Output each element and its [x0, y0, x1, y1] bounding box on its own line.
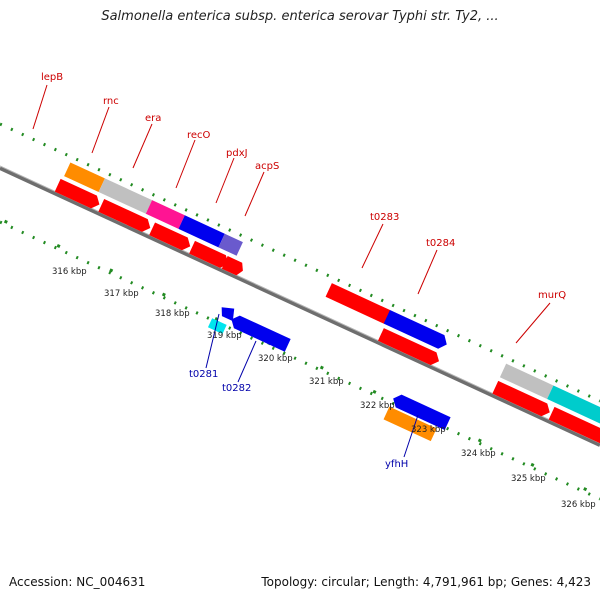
- kbp-label-326: 326 kbp: [561, 500, 596, 510]
- gene-red-2: [54, 178, 100, 209]
- accession-text: Accession: NC_004631: [9, 575, 146, 589]
- page-title: Salmonella enterica subsp. enterica sero…: [101, 9, 499, 24]
- gene-acpS: [218, 233, 243, 256]
- label-t0283: t0283: [370, 212, 399, 223]
- topology-text: Topology: circular; Length: 4,791,961 bp…: [261, 575, 591, 589]
- label-t0284: t0284: [426, 238, 455, 249]
- label-lepB: lepB: [41, 72, 63, 83]
- kbp-label-322: 322 kbp: [360, 401, 395, 411]
- gene-red-5: [189, 240, 229, 268]
- gene-t0284: [383, 309, 447, 349]
- kbp-label-324: 324 kbp: [461, 449, 496, 459]
- kbp-label-321: 321 kbp: [309, 377, 344, 387]
- gene-yfhH-blue: [393, 394, 451, 430]
- gene-red-3: [98, 198, 151, 232]
- label-t0281: t0281: [189, 369, 218, 380]
- label-acpS: acpS: [255, 161, 279, 172]
- kbp-label-320: 320 kbp: [258, 354, 293, 364]
- label-connectors-top: [32, 84, 551, 344]
- gene-t0282: [231, 315, 291, 352]
- label-t0282: t0282: [222, 383, 251, 394]
- dotted-track-lower-ticks: [0, 217, 600, 498]
- kbp-label-316: 316 kbp: [52, 267, 87, 277]
- kbp-label-323: 323 kbp: [411, 425, 446, 435]
- kbp-labels: 316 kbp 317 kbp 318 kbp 319 kbp 320 kbp …: [52, 267, 596, 510]
- gene-era: [98, 178, 153, 214]
- gene-t0283: [325, 283, 393, 324]
- gene-murQ: [499, 363, 554, 400]
- gene-recO: [145, 200, 185, 229]
- gene-labels-bottom: t0281 t0282 yfhH: [189, 369, 408, 470]
- label-yfhH: yfhH: [385, 459, 408, 470]
- label-pdxJ: pdxJ: [226, 148, 248, 159]
- gene-red-8: [492, 380, 550, 417]
- label-rnc: rnc: [103, 96, 119, 107]
- label-recO: recO: [187, 130, 211, 141]
- kbp-label-325: 325 kbp: [511, 474, 546, 484]
- label-era: era: [145, 113, 161, 124]
- kbp-label-319: 319 kbp: [207, 331, 242, 341]
- gene-t0281: [207, 318, 227, 335]
- label-murQ: murQ: [538, 290, 566, 301]
- gene-yfhH: [383, 406, 437, 442]
- gene-t0281-a: [221, 307, 235, 322]
- genome-backbone: [0, 166, 600, 447]
- kbp-label-317: 317 kbp: [104, 289, 139, 299]
- gene-cyan-right: [547, 385, 600, 431]
- dotted-track-upper: [0, 122, 600, 403]
- gene-track: [54, 162, 600, 448]
- kbp-label-318: 318 kbp: [155, 309, 190, 319]
- gene-pdxJ: [178, 215, 225, 248]
- dotted-track-lower: [0, 220, 600, 501]
- gene-red-7: [377, 328, 440, 366]
- gene-red-4: [149, 222, 191, 251]
- gene-rnc: [64, 162, 105, 193]
- gene-labels-top: lepB rnc era recO pdxJ acpS t0283 t0284 …: [41, 72, 566, 301]
- label-connectors-bottom: [205, 313, 419, 458]
- gene-red-6: [221, 255, 243, 276]
